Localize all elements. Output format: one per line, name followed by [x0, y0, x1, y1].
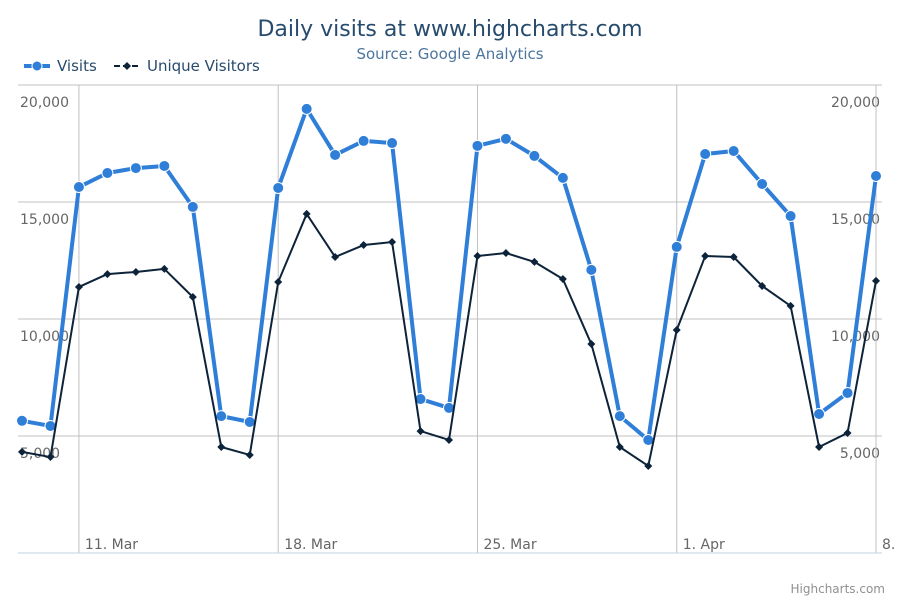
- point-marker: [587, 340, 596, 349]
- chart-subtitle: Source: Google Analytics: [356, 45, 543, 63]
- legend-marker: [123, 62, 131, 70]
- point-marker: [300, 102, 313, 115]
- x-tick-label: 8.: [882, 537, 895, 553]
- point-marker: [471, 139, 484, 152]
- point-marker: [46, 453, 55, 462]
- point-marker: [416, 427, 425, 436]
- point-marker: [784, 210, 797, 223]
- series-line: [21, 212, 877, 467]
- point-marker: [103, 270, 112, 279]
- point-marker: [16, 414, 28, 427]
- point-marker: [870, 170, 882, 183]
- point-marker: [501, 249, 510, 258]
- point-marker: [131, 267, 140, 276]
- x-tick-label: 1. Apr: [683, 537, 725, 553]
- y-tick-label: 15,000: [20, 212, 69, 228]
- point-marker: [813, 408, 826, 421]
- point-marker: [585, 263, 598, 276]
- point-marker: [272, 181, 285, 194]
- point-marker: [872, 276, 880, 285]
- point-marker: [556, 171, 569, 184]
- point-marker: [699, 148, 712, 161]
- x-tick-label: 25. Mar: [483, 537, 536, 553]
- point-marker: [331, 252, 340, 261]
- credits: Highcharts.com: [791, 582, 885, 596]
- y2-tick-label: 20,000: [831, 95, 880, 111]
- point-marker: [72, 181, 85, 194]
- point-marker: [359, 241, 368, 250]
- point-marker: [18, 447, 26, 456]
- point-marker: [530, 257, 539, 266]
- y-tick-label: 20,000: [20, 95, 69, 111]
- legend-label[interactable]: Visits: [57, 57, 97, 75]
- point-marker: [499, 132, 512, 145]
- point-marker: [160, 264, 169, 273]
- point-marker: [217, 442, 226, 451]
- point-marker: [388, 238, 397, 247]
- point-marker: [386, 137, 399, 150]
- chart-title: Daily visits at www.highcharts.com: [257, 17, 642, 42]
- legend-label[interactable]: Unique Visitors: [147, 57, 260, 75]
- point-marker: [357, 134, 370, 147]
- point-marker: [274, 278, 283, 287]
- point-marker: [329, 148, 342, 161]
- point-marker: [558, 274, 567, 283]
- point-marker: [672, 325, 681, 334]
- point-marker: [786, 301, 795, 310]
- point-marker: [644, 461, 653, 470]
- point-marker: [727, 144, 740, 157]
- point-marker: [670, 240, 683, 253]
- x-tick-label: 18. Mar: [284, 537, 337, 553]
- y-tick-label: 10,000: [20, 329, 69, 345]
- point-marker: [701, 252, 710, 261]
- series-line: [21, 106, 878, 442]
- legend-marker: [31, 60, 43, 72]
- point-marker: [74, 282, 83, 291]
- point-marker: [528, 149, 541, 162]
- point-marker: [186, 200, 199, 213]
- point-marker: [613, 410, 626, 423]
- point-marker: [729, 252, 738, 261]
- point-marker: [473, 252, 482, 261]
- point-marker: [101, 166, 114, 179]
- point-marker: [756, 177, 769, 190]
- point-marker: [245, 450, 254, 459]
- point-marker: [758, 282, 767, 291]
- point-marker: [302, 209, 311, 218]
- point-marker: [841, 386, 854, 399]
- y-tick-label: 5,000: [20, 446, 60, 462]
- point-marker: [615, 442, 624, 451]
- y2-tick-label: 5,000: [840, 446, 880, 462]
- point-marker: [843, 428, 852, 437]
- x-tick-label: 11. Mar: [85, 537, 138, 553]
- point-marker: [188, 293, 197, 302]
- point-marker: [445, 435, 453, 444]
- point-marker: [129, 162, 142, 175]
- point-marker: [215, 410, 228, 423]
- point-marker: [815, 442, 824, 451]
- point-marker: [158, 159, 171, 172]
